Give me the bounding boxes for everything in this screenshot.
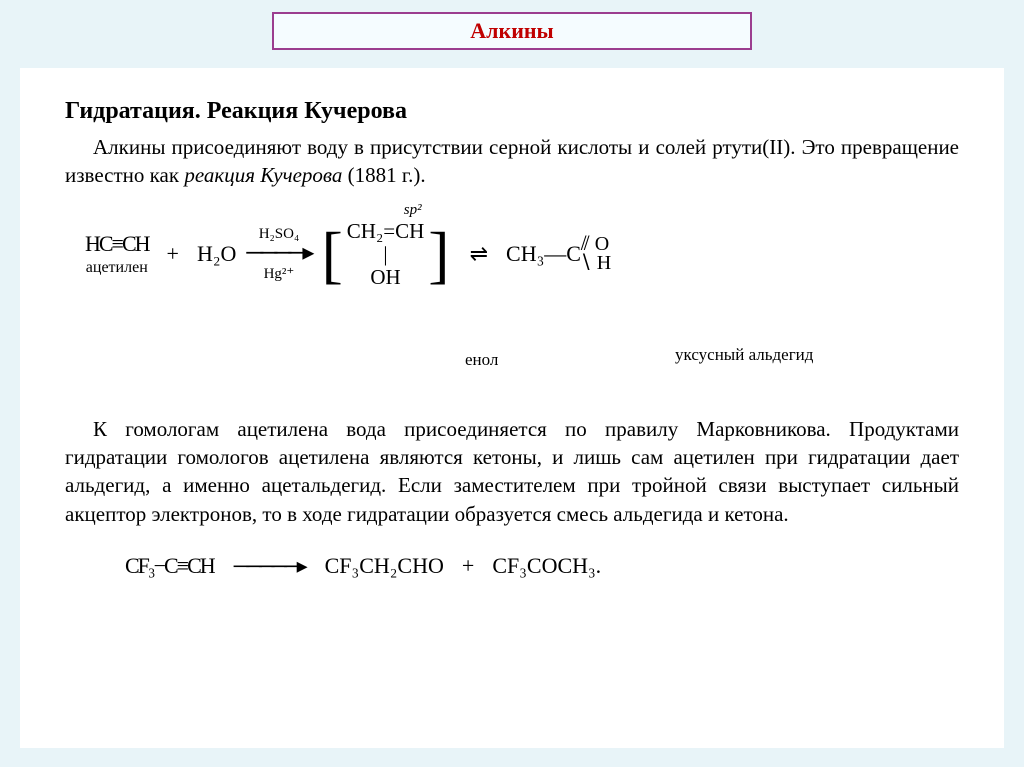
product-aldehyde: CH₃—C ⫽ O ∖ H — [506, 235, 611, 273]
reactant1-label: ацетилен — [86, 259, 148, 277]
reaction-arrow-1: H₂SO₄ ────▸ Hg²⁺ — [246, 227, 311, 282]
enol-bar: | — [347, 243, 425, 266]
bracket-right: ] — [428, 229, 449, 280]
equilibrium-arrow: ⇌ — [470, 241, 486, 267]
product-ch3: CH₃—C — [506, 241, 581, 267]
reaction-2: CF₃−C≡CH ─────▸ CF₃CH₂CHO + CF₃COCH₃. — [125, 553, 959, 579]
content-area: Гидратация. Реакция Кучерова Алкины прис… — [20, 68, 1004, 748]
paragraph-2: К гомологам ацетилена вода присоединяетс… — [65, 415, 959, 528]
r2-reactant: CF₃−C≡CH — [125, 553, 214, 579]
r2-product1: CF₃CH₂CHO — [325, 553, 444, 579]
para1-text-b: (1881 г.). — [342, 163, 425, 187]
reactant1: HC≡CH — [85, 231, 149, 257]
aldehyde-label: уксусный альдегид — [675, 345, 813, 365]
plus-sign: + — [167, 241, 179, 267]
enol-top: CH₂=CH — [347, 220, 425, 243]
section-heading: Гидратация. Реакция Кучерова — [65, 98, 959, 125]
para1-italic: реакция Кучерова — [184, 163, 342, 187]
arrow-cond-2: Hg²⁺ — [264, 267, 295, 282]
reactant2: H₂O — [197, 241, 236, 267]
reactant1-group: HC≡CH ацетилен — [85, 231, 149, 277]
r2-product2: CF₃COCH₃. — [492, 553, 601, 579]
reaction-1: HC≡CH ацетилен + H₂O H₂SO₄ ────▸ Hg²⁺ sp… — [85, 220, 959, 360]
enol-formula: CH₂=CH | OH — [343, 220, 429, 289]
page-title-box: Алкины — [272, 12, 752, 50]
product-h: ∖ H — [579, 254, 611, 273]
reaction-1-row: HC≡CH ацетилен + H₂O H₂SO₄ ────▸ Hg²⁺ sp… — [85, 220, 959, 289]
enol-label: енол — [465, 350, 498, 370]
enol-oh: OH — [347, 266, 425, 289]
r2-plus: + — [462, 553, 474, 579]
sp2-label: sp² — [404, 202, 422, 219]
arrow-line: ────▸ — [246, 238, 311, 267]
page-title: Алкины — [470, 18, 553, 43]
bracket-left: [ — [321, 229, 342, 280]
product-branch: ⫽ O ∖ H — [579, 235, 611, 273]
paragraph-1: Алкины присоединяют воду в присутствии с… — [65, 133, 959, 190]
r2-arrow: ─────▸ — [234, 553, 305, 579]
enol-intermediate: sp² [ CH₂=CH | OH ] — [321, 220, 449, 289]
